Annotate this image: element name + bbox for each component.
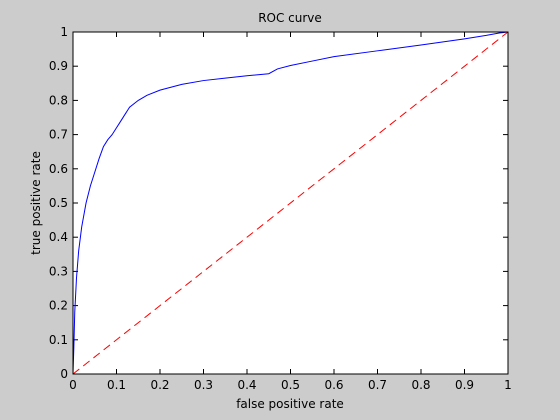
x-tick-label: 0.6 <box>324 378 343 392</box>
y-axis-label: true positive rate <box>29 151 43 255</box>
y-tick-label: 1 <box>60 25 68 39</box>
y-tick-label: 0.1 <box>49 333 68 347</box>
y-tick-label: 0.8 <box>49 93 68 107</box>
x-tick-label: 0.3 <box>194 378 213 392</box>
x-tick-label: 0.9 <box>455 378 474 392</box>
y-tick-label: 0 <box>60 367 68 381</box>
x-tick-label: 0.4 <box>237 378 256 392</box>
roc-curve-line <box>72 31 509 375</box>
y-tick-label: 0.4 <box>49 230 68 244</box>
plot-frame <box>72 31 509 375</box>
y-tick-label: 0.6 <box>49 162 68 176</box>
x-tick-label: 0.5 <box>281 378 300 392</box>
x-tick-label: 0.2 <box>150 378 169 392</box>
y-tick-label: 0.2 <box>49 299 68 313</box>
chance-diagonal-line <box>72 31 509 375</box>
y-tick-label: 0.9 <box>49 59 68 73</box>
x-tick-label: 0.7 <box>368 378 387 392</box>
x-tick-label: 0.1 <box>107 378 126 392</box>
y-tick-label: 0.7 <box>49 128 68 142</box>
x-axis-ticks: 0 0.1 0.2 0.3 0.4 0.5 0.6 0.7 0.8 0.9 1 <box>69 32 512 392</box>
x-tick-label: 0 <box>69 378 77 392</box>
series-layer <box>72 31 509 375</box>
x-tick-label: 1 <box>504 378 512 392</box>
chart-title: ROC curve <box>258 11 322 25</box>
x-axis-label: false positive rate <box>236 397 344 411</box>
y-tick-label: 0.5 <box>49 196 68 210</box>
x-tick-label: 0.8 <box>411 378 430 392</box>
y-tick-label: 0.3 <box>49 264 68 278</box>
y-axis-ticks: 0 0.1 0.2 0.3 0.4 0.5 0.6 0.7 0.8 0.9 1 <box>49 25 508 381</box>
